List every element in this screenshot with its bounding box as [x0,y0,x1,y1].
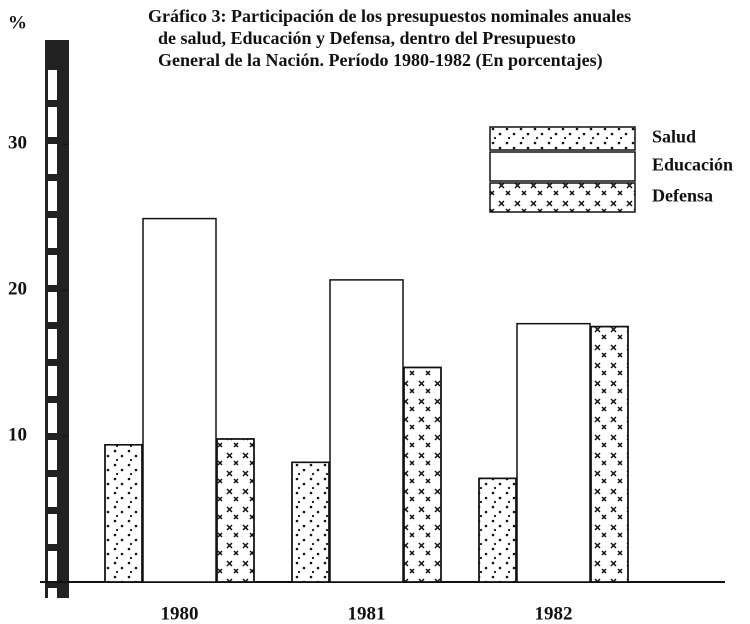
bar-pattern [403,366,442,583]
legend-label: Educación [652,155,733,175]
y-axis-label: % [8,12,27,33]
axis-stripe [48,70,57,100]
bar [142,217,217,583]
bar [516,322,591,583]
axis-stripe [48,366,57,396]
bar-pattern [216,438,255,583]
chart-title: Gráfico 3: Participación de los presupue… [148,6,631,26]
x-tick-label: 1981 [348,603,386,624]
axis-stripe [48,292,57,322]
y-tick-label: 20 [8,278,27,299]
chart-title: General de la Nación. Período 1980-1982 … [158,50,603,71]
axis-stripes [48,70,57,618]
axis-stripe [48,403,57,433]
axis-stripe [48,144,57,174]
y-tick-label: 10 [8,424,27,445]
legend-label: Defensa [652,186,713,206]
axis-stripe [48,218,57,248]
axis-stripe [48,477,57,507]
bar-pattern [590,325,629,583]
bar-pattern [104,444,143,583]
chart-title: de salud, Educación y Defensa, dentro de… [158,28,576,48]
axis-stripe [48,107,57,137]
axis-stripe [48,551,57,581]
axis-stripe [48,255,57,285]
bar [329,279,404,583]
axis-stripe [48,440,57,470]
x-tick-label: 1980 [161,603,199,624]
axis-stripe [48,181,57,211]
axis-stripe [48,329,57,359]
y-tick-label: 30 [8,133,27,154]
axis-stripe [48,514,57,544]
legend-swatch [489,182,636,213]
legend-swatch [489,151,636,182]
legend-label: Salud [652,127,696,147]
axis-stripe [48,588,57,618]
x-tick-label: 1982 [535,603,573,624]
bar-pattern [478,477,517,583]
bar-pattern [291,461,330,583]
legend-swatch [489,126,636,151]
